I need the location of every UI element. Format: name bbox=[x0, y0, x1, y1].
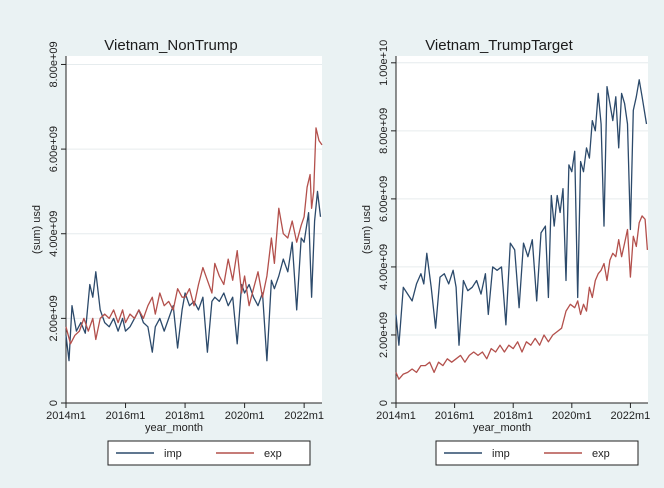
x-tick-label: 2016m1 bbox=[106, 410, 146, 422]
x-tick-label: 2022m1 bbox=[611, 410, 651, 422]
series-line-imp bbox=[395, 79, 648, 346]
chart-panel-2: Vietnam_TrumpTarget 0 2.00e+09 4.00e+09 6.00… bbox=[338, 10, 660, 478]
x-tick-label: 2014m1 bbox=[46, 410, 86, 422]
series-line-exp bbox=[65, 127, 323, 345]
x-tick-label: 2020m1 bbox=[552, 410, 592, 422]
y-axis-title: (sum) usd bbox=[31, 205, 43, 254]
legend-label-exp: exp bbox=[592, 448, 610, 460]
legend-label-imp: imp bbox=[164, 448, 182, 460]
series-line-exp bbox=[395, 215, 649, 380]
x-tick-label: 2022m1 bbox=[284, 410, 324, 422]
y-tick-label: 4.00e+09 bbox=[48, 211, 60, 257]
y-axis-title: (sum) usd bbox=[361, 205, 373, 254]
chart-panel-1: Vietnam_NonTrump 0 2.00e+09 4.00e+09 6.00e+0… bbox=[10, 10, 332, 478]
x-tick-label: 2014m1 bbox=[376, 410, 416, 422]
chart-title: Vietnam_TrumpTarget bbox=[425, 37, 573, 54]
legend-label-imp: imp bbox=[492, 448, 510, 460]
y-tick-label: 0 bbox=[48, 400, 60, 406]
y-tick-label: 4.00e+09 bbox=[378, 244, 390, 290]
x-tick-label: 2016m1 bbox=[435, 410, 475, 422]
y-tick-label: 2.00e+09 bbox=[378, 312, 390, 358]
legend-label-exp: exp bbox=[264, 448, 282, 460]
y-tick-label: 8.00e+09 bbox=[48, 41, 60, 87]
y-tick-label: 0 bbox=[378, 400, 390, 406]
x-axis-title: year_month bbox=[145, 422, 203, 434]
y-tick-label: 6.00e+09 bbox=[48, 126, 60, 172]
y-tick-label: 8.00e+09 bbox=[378, 108, 390, 154]
series-line-imp bbox=[65, 190, 322, 362]
y-tick-label: 2.00e+09 bbox=[48, 295, 60, 341]
y-tick-label: 1.00e+10 bbox=[378, 40, 390, 86]
x-axis-title: year_month bbox=[473, 422, 531, 434]
y-tick-label: 6.00e+09 bbox=[378, 176, 390, 222]
x-tick-label: 2018m1 bbox=[493, 410, 533, 422]
plot-area bbox=[66, 56, 322, 403]
x-tick-label: 2020m1 bbox=[225, 410, 265, 422]
chart-title: Vietnam_NonTrump bbox=[104, 37, 237, 54]
x-tick-label: 2018m1 bbox=[165, 410, 205, 422]
